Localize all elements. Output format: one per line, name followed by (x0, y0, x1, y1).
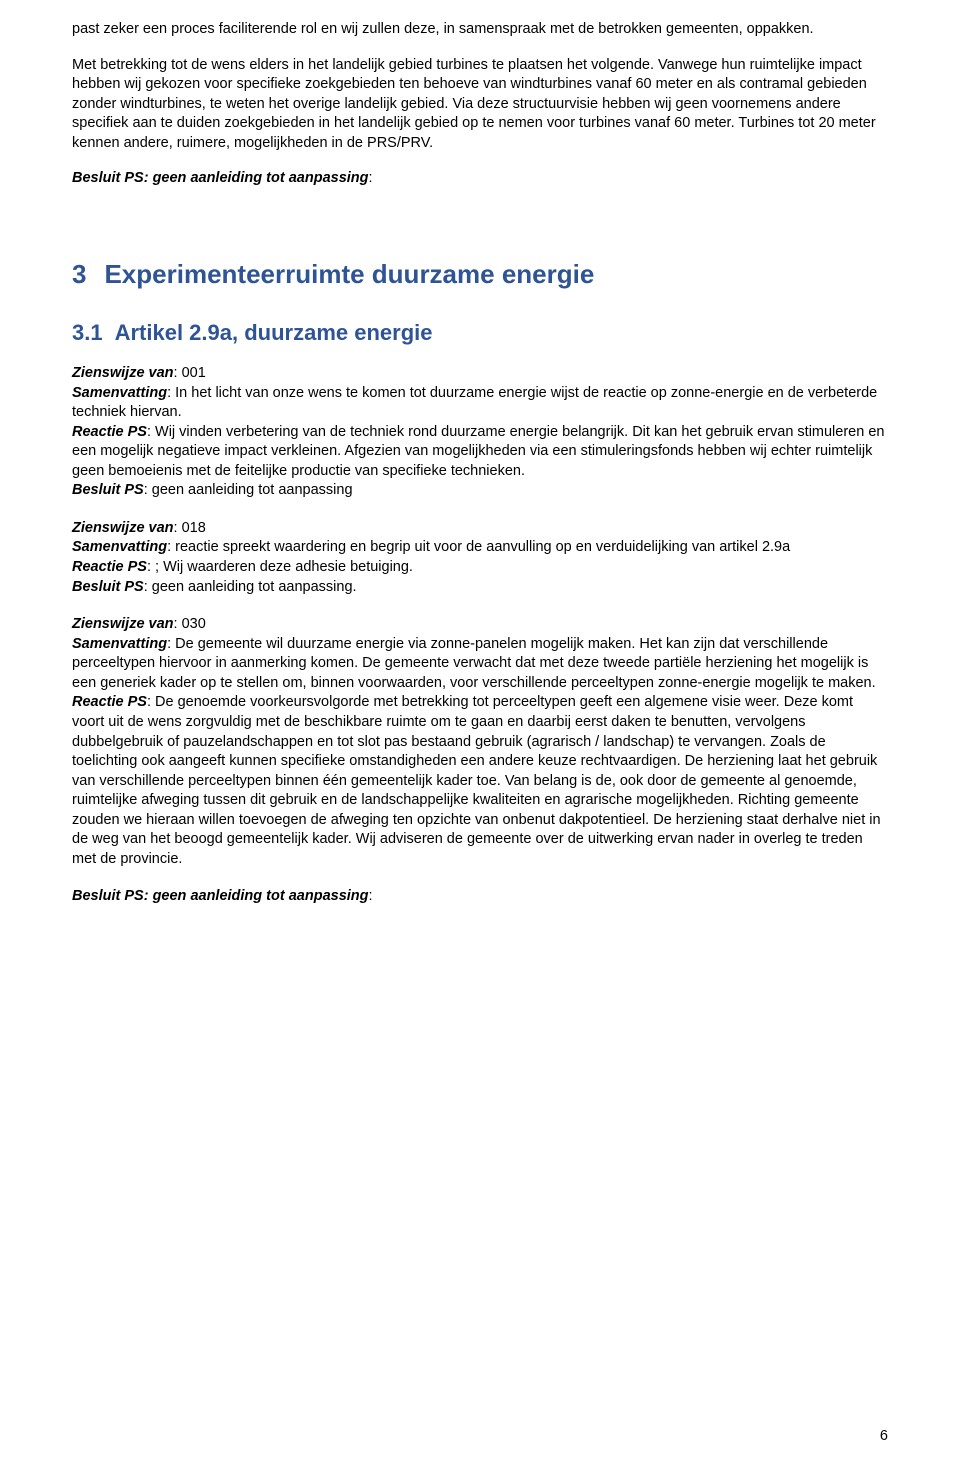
final-besluit: Besluit PS: geen aanleiding tot aanpassi… (72, 887, 888, 907)
besluit-colon: : (369, 170, 373, 186)
subsection-title: Artikel 2.9a, duurzame energie (115, 320, 433, 345)
zienswijze-030: Zienswijze van: 030 Samenvatting: De gem… (72, 615, 888, 869)
zienswijze-value: : 001 (174, 365, 206, 381)
zienswijze-value: : 018 (174, 520, 206, 536)
zienswijze-label: Zienswijze van (72, 520, 174, 536)
section-number: 3 (72, 259, 86, 289)
document-page: past zeker een proces faciliterende rol … (0, 0, 960, 1462)
zienswijze-label: Zienswijze van (72, 616, 174, 632)
zienswijze-label: Zienswijze van (72, 365, 174, 381)
section-title: Experimenteerruimte duurzame energie (104, 259, 594, 289)
reactie-label: Reactie PS (72, 424, 147, 440)
besluit-value: : geen aanleiding tot aanpassing (144, 482, 353, 498)
subsection-number: 3.1 (72, 320, 103, 345)
intro-paragraph-1: past zeker een proces faciliterende rol … (72, 20, 888, 40)
besluit-label: Besluit PS: geen aanleiding tot aanpassi… (72, 888, 369, 904)
besluit-value: : geen aanleiding tot aanpassing. (144, 579, 357, 595)
reactie-value: : ; Wij waarderen deze adhesie betuiging… (147, 559, 413, 575)
besluit-label: Besluit PS (72, 579, 144, 595)
samenvatting-value: : reactie spreekt waardering en begrip u… (167, 539, 790, 555)
samenvatting-label: Samenvatting (72, 539, 167, 555)
reactie-label: Reactie PS (72, 559, 147, 575)
besluit-label: Besluit PS (72, 482, 144, 498)
samenvatting-value: : In het licht van onze wens te komen to… (72, 385, 877, 421)
intro-paragraph-2: Met betrekking tot de wens elders in het… (72, 56, 888, 154)
reactie-label: Reactie PS (72, 694, 147, 710)
intro-besluit: Besluit PS: geen aanleiding tot aanpassi… (72, 169, 888, 189)
besluit-colon: : (369, 888, 373, 904)
zienswijze-018: Zienswijze van: 018 Samenvatting: reacti… (72, 519, 888, 597)
reactie-value: : De genoemde voorkeursvolgorde met betr… (72, 694, 881, 867)
besluit-label: Besluit PS: geen aanleiding tot aanpassi… (72, 170, 369, 186)
section-heading-3: 3 Experimenteerruimte duurzame energie (72, 259, 888, 290)
samenvatting-label: Samenvatting (72, 385, 167, 401)
samenvatting-label: Samenvatting (72, 636, 167, 652)
subsection-heading-3-1: 3.1 Artikel 2.9a, duurzame energie (72, 320, 888, 346)
zienswijze-001: Zienswijze van: 001 Samenvatting: In het… (72, 364, 888, 501)
reactie-value: : Wij vinden verbetering van de techniek… (72, 424, 884, 479)
samenvatting-value: : De gemeente wil duurzame energie via z… (72, 636, 876, 691)
zienswijze-value: : 030 (174, 616, 206, 632)
page-number: 6 (880, 1428, 888, 1444)
